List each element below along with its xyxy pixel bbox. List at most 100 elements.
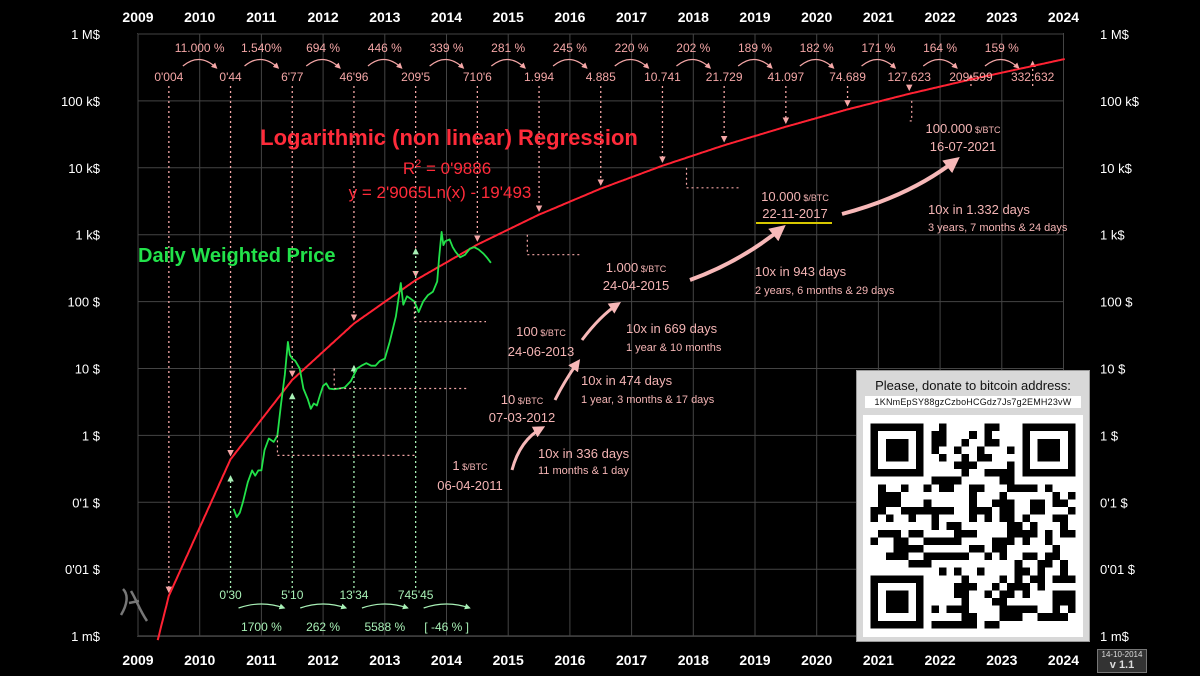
growth-percent-label: 182 % bbox=[800, 41, 834, 55]
x-year-label-top: 2011 bbox=[246, 9, 277, 25]
tenx-interval-label: 10x in 474 days bbox=[581, 373, 673, 388]
actual-price-label: 0'30 bbox=[219, 588, 242, 602]
x-year-label-top: 2016 bbox=[554, 9, 585, 25]
x-year-label-bottom: 2017 bbox=[616, 652, 647, 668]
regression-value-label: 41.097 bbox=[767, 70, 804, 84]
tenx-interval-detail: 1 year & 10 months bbox=[626, 342, 722, 354]
y-axis-ticks: 1 M$ 1 M$100 k$ 100 k$10 k$ 10 k$1 k$ 1 k$10… bbox=[61, 27, 1140, 644]
growth-percent-label: 694 % bbox=[306, 41, 340, 55]
x-year-label-bottom: 2024 bbox=[1048, 652, 1079, 668]
milestone-date-label: 22-11-2017 bbox=[762, 206, 828, 221]
milestone-unit: $/BTC bbox=[538, 328, 567, 338]
growth-arrow bbox=[429, 58, 465, 69]
milestone-unit: $/BTC bbox=[638, 264, 667, 274]
milestones: 1 $/BTC 06-04-2011 10 $/BTC 07-03-2012 100 $… bbox=[276, 100, 1001, 493]
actual-growth-label: [ -46 % ] bbox=[424, 620, 469, 634]
x-year-label-top: 2020 bbox=[801, 9, 832, 25]
milestone-price: 100.000 bbox=[925, 121, 972, 136]
regression-value-label: 209'5 bbox=[401, 70, 430, 84]
milestone-price-label: 10.000 $/BTC bbox=[761, 189, 829, 204]
actual-growth-arrow bbox=[423, 603, 471, 610]
regression-value-label: 0'004 bbox=[154, 70, 183, 84]
y-tick-label-right: 100 k$ bbox=[1100, 94, 1140, 109]
donate-panel: Please, donate to bitcoin address: 1KNmE… bbox=[856, 370, 1090, 642]
regression-yearly-values: 0'004 0'44 6'77 46'96 209'5 710'6 1.994 4.885 10… bbox=[154, 41, 1054, 84]
growth-arrow bbox=[244, 58, 280, 69]
regression-value-label: 1.994 bbox=[524, 70, 554, 84]
x-year-label-bottom: 2013 bbox=[369, 652, 400, 668]
version-label: v 1.1 bbox=[1109, 659, 1135, 671]
milestone-unit: $/BTC bbox=[972, 125, 1001, 135]
x-year-label-top: 2023 bbox=[986, 9, 1017, 25]
y-tick-label-right: 1 k$ bbox=[1100, 228, 1125, 243]
milestone-date-label: 24-06-2013 bbox=[508, 344, 575, 359]
y-tick-label-right: 10 k$ bbox=[1100, 161, 1133, 176]
y-tick-label-right: 1 m$ bbox=[1100, 629, 1130, 644]
y-tick-label-left: 1 $ bbox=[82, 428, 101, 443]
x-year-label-bottom: 2016 bbox=[554, 652, 585, 668]
y-tick-label-right: 1 $ bbox=[1100, 428, 1119, 443]
tenx-arrow bbox=[510, 426, 546, 471]
x-year-label-bottom: 2022 bbox=[925, 652, 956, 668]
milestone-date-label: 07-03-2012 bbox=[489, 410, 556, 425]
y-tick-label-left: 1 m$ bbox=[71, 629, 101, 644]
growth-arrow bbox=[305, 58, 341, 69]
bitcoin-address[interactable]: 1KNmEpSY88gzCzboHCGdz7Js7g2EMH23vW bbox=[865, 396, 1081, 408]
x-year-label-top: 2014 bbox=[431, 9, 462, 25]
y-tick-label-right: 0'01 $ bbox=[1100, 562, 1136, 577]
regression-curve bbox=[156, 58, 1065, 641]
growth-arrow bbox=[861, 58, 897, 69]
tenx-interval-detail: 3 years, 7 months & 24 days bbox=[928, 222, 1068, 234]
milestone-price: 10.000 bbox=[761, 189, 801, 204]
y-tick-label-right: 10 $ bbox=[1100, 362, 1126, 377]
milestone-unit: $/BTC bbox=[460, 462, 489, 472]
actual-growth-arrow bbox=[361, 603, 409, 610]
x-year-label-bottom: 2011 bbox=[246, 652, 277, 668]
milestone-unit: $/BTC bbox=[801, 193, 830, 203]
x-year-label-bottom: 2015 bbox=[493, 652, 524, 668]
growth-arrow bbox=[367, 58, 403, 69]
x-year-label-top: 2019 bbox=[739, 9, 770, 25]
y-tick-label-left: 100 $ bbox=[67, 295, 100, 310]
milestone-price-label: 100.000 $/BTC bbox=[925, 121, 1001, 136]
tenx-arrow bbox=[553, 359, 581, 401]
actual-price-label: 745'45 bbox=[398, 588, 434, 602]
x-year-label-top: 2024 bbox=[1048, 9, 1079, 25]
author-logo-icon bbox=[119, 588, 149, 622]
regression-value-label: 46'96 bbox=[339, 70, 368, 84]
regression-value-label: 332.632 bbox=[1011, 70, 1055, 84]
x-year-label-bottom: 2018 bbox=[678, 652, 709, 668]
tenx-intervals: 10x in 336 days 11 months & 1 day 10x in 4… bbox=[510, 157, 1068, 477]
x-year-label-bottom: 2010 bbox=[184, 652, 215, 668]
growth-percent-label: 245 % bbox=[553, 41, 587, 55]
y-tick-label-left: 10 $ bbox=[75, 362, 101, 377]
y-tick-label-left: 0'1 $ bbox=[72, 495, 101, 510]
x-year-label-top: 2013 bbox=[369, 9, 400, 25]
growth-arrow bbox=[552, 58, 588, 69]
x-axis-years: 2009 2009 2010 2010 2011 2011 2012 2012 2013 2013… bbox=[122, 9, 1079, 668]
milestone-price: 10 bbox=[501, 392, 515, 407]
dotted-guides bbox=[165, 60, 1036, 594]
tenx-arrow bbox=[841, 157, 960, 216]
regression-value-label: 10.741 bbox=[644, 70, 681, 84]
regression-value-label: 4.885 bbox=[586, 70, 616, 84]
tenx-arrow bbox=[689, 224, 786, 282]
regression-line bbox=[156, 58, 1065, 641]
x-year-label-bottom: 2012 bbox=[308, 652, 339, 668]
x-year-label-top: 2012 bbox=[308, 9, 339, 25]
tenx-interval-label: 10x in 1.332 days bbox=[928, 202, 1030, 217]
regression-value-label: 21.729 bbox=[706, 70, 743, 84]
x-year-label-top: 2021 bbox=[863, 9, 894, 25]
tenx-interval-label: 10x in 336 days bbox=[538, 446, 630, 461]
x-year-label-bottom: 2023 bbox=[986, 652, 1017, 668]
chart-title: Logarithmic (non linear) Regression bbox=[260, 125, 638, 150]
x-year-label-top: 2022 bbox=[925, 9, 956, 25]
milestone-price: 1.000 bbox=[606, 260, 639, 275]
growth-percent-label: 281 % bbox=[491, 41, 525, 55]
y-tick-label-right: 1 M$ bbox=[1100, 27, 1130, 42]
r-squared-sup: 2 bbox=[415, 158, 421, 170]
milestone-unit: $/BTC bbox=[515, 396, 544, 406]
r-squared-letter: R bbox=[403, 159, 415, 178]
x-year-label-top: 2017 bbox=[616, 9, 647, 25]
